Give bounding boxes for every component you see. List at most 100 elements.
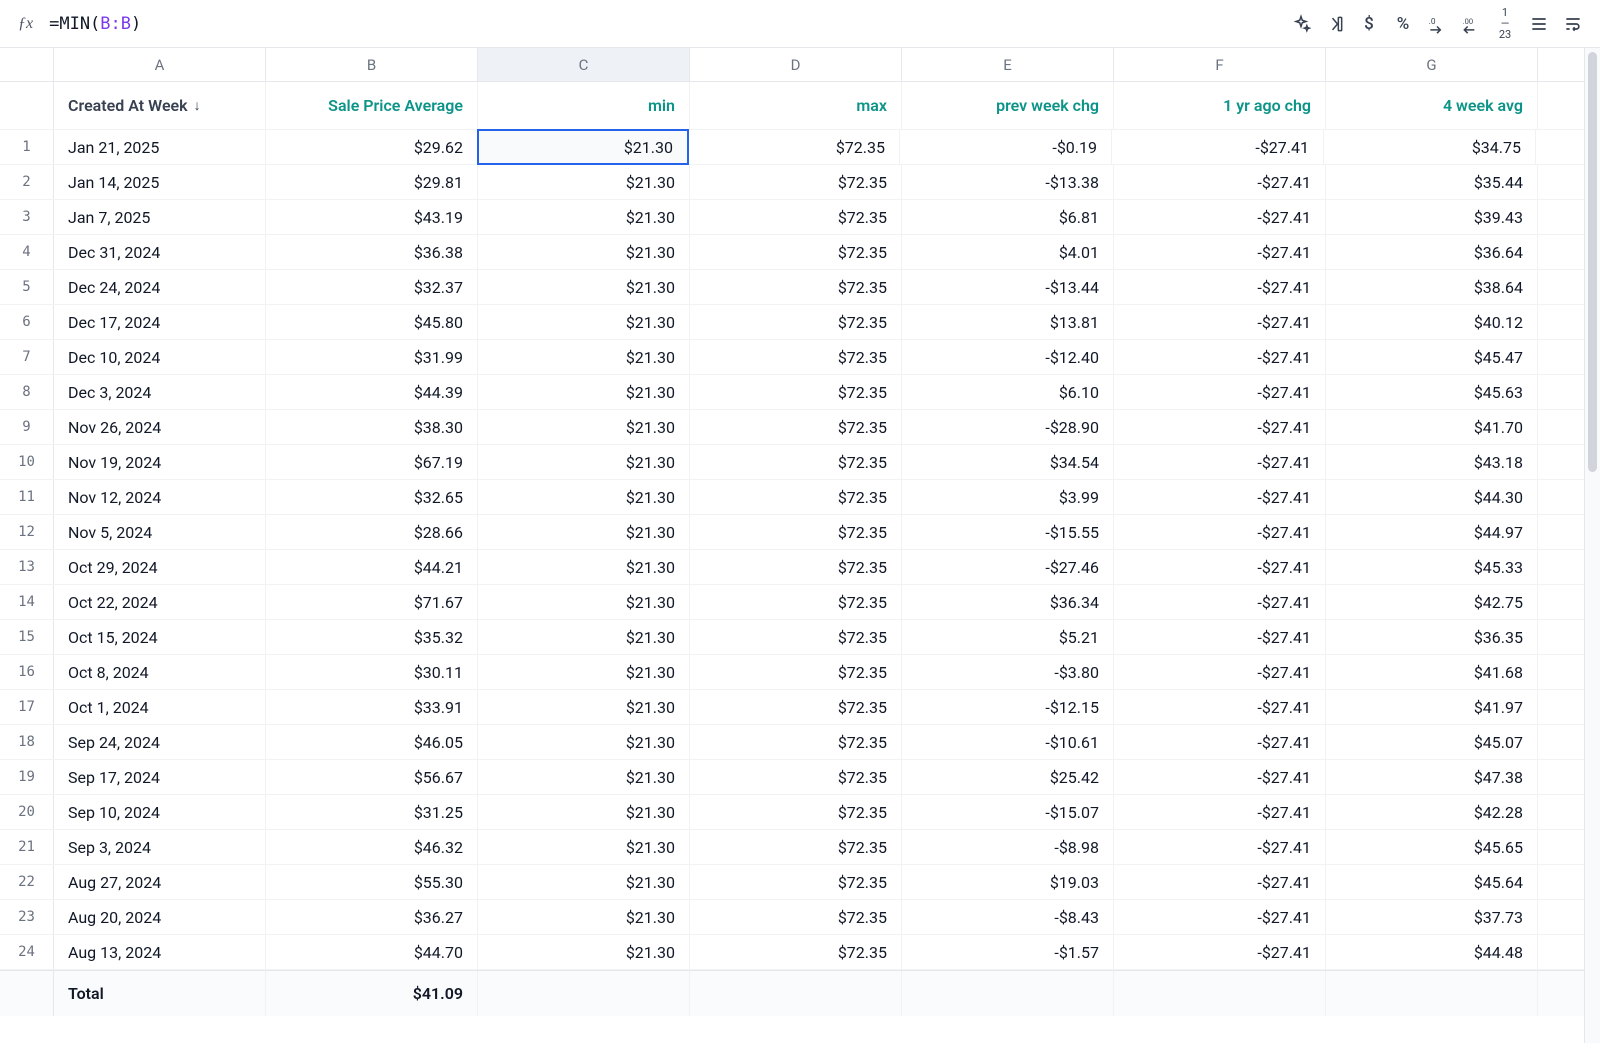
row-number[interactable]: 16 <box>0 655 54 689</box>
scrollbar-thumb[interactable] <box>1588 52 1597 472</box>
cell[interactable]: $56.67 <box>266 760 478 794</box>
row-number[interactable]: 22 <box>0 865 54 899</box>
cell[interactable]: Sep 17, 2024 <box>54 760 266 794</box>
cell[interactable]: -$8.43 <box>902 900 1114 934</box>
cell[interactable]: Dec 17, 2024 <box>54 305 266 339</box>
cell[interactable]: $28.66 <box>266 515 478 549</box>
cell[interactable]: -$27.41 <box>1114 480 1326 514</box>
field-header[interactable]: Sale Price Average <box>266 82 478 129</box>
cell[interactable]: $38.30 <box>266 410 478 444</box>
cell[interactable]: -$27.46 <box>902 550 1114 584</box>
cell[interactable]: $72.35 <box>690 655 902 689</box>
cell[interactable]: $72.35 <box>690 270 902 304</box>
cell[interactable]: -$0.19 <box>900 130 1112 164</box>
cell[interactable]: $21.30 <box>478 550 690 584</box>
cell[interactable]: $39.43 <box>1326 200 1538 234</box>
percent-icon[interactable]: % <box>1392 13 1414 35</box>
row-number[interactable]: 7 <box>0 340 54 374</box>
cell[interactable]: $38.64 <box>1326 270 1538 304</box>
total-cell[interactable] <box>1114 971 1326 1016</box>
cell[interactable]: -$15.55 <box>902 515 1114 549</box>
cell[interactable]: $21.30 <box>478 620 690 654</box>
cell[interactable]: -$10.61 <box>902 725 1114 759</box>
cell[interactable]: $31.25 <box>266 795 478 829</box>
column-header-F[interactable]: F <box>1114 48 1326 81</box>
cell[interactable]: -$27.41 <box>1114 690 1326 724</box>
cell[interactable]: $72.35 <box>690 865 902 899</box>
vertical-scrollbar[interactable] <box>1584 48 1600 1043</box>
cell[interactable]: $21.30 <box>478 585 690 619</box>
cell[interactable]: $33.91 <box>266 690 478 724</box>
cell[interactable]: Dec 10, 2024 <box>54 340 266 374</box>
row-number[interactable]: 4 <box>0 235 54 269</box>
row-number[interactable]: 17 <box>0 690 54 724</box>
row-number[interactable]: 8 <box>0 375 54 409</box>
cell[interactable]: -$13.44 <box>902 270 1114 304</box>
cell[interactable]: $45.65 <box>1326 830 1538 864</box>
formula-input[interactable]: =MIN(B:B) <box>43 14 141 34</box>
cell[interactable]: Sep 24, 2024 <box>54 725 266 759</box>
insert-right-icon[interactable] <box>1324 13 1346 35</box>
cell[interactable]: Nov 19, 2024 <box>54 445 266 479</box>
cell[interactable]: -$27.41 <box>1114 340 1326 374</box>
cell[interactable]: $42.75 <box>1326 585 1538 619</box>
cell[interactable]: $72.35 <box>690 410 902 444</box>
cell[interactable]: $21.30 <box>478 865 690 899</box>
cell[interactable]: $45.80 <box>266 305 478 339</box>
cell[interactable]: Nov 12, 2024 <box>54 480 266 514</box>
cell[interactable]: $21.30 <box>478 235 690 269</box>
cell[interactable]: $21.30 <box>478 270 690 304</box>
cell[interactable]: -$27.41 <box>1114 235 1326 269</box>
fraction-icon[interactable]: 1—23 <box>1494 13 1516 35</box>
cell[interactable]: -$12.40 <box>902 340 1114 374</box>
cell[interactable]: $36.35 <box>1326 620 1538 654</box>
cell[interactable]: -$27.41 <box>1114 445 1326 479</box>
cell[interactable]: $37.73 <box>1326 900 1538 934</box>
cell[interactable]: $19.03 <box>902 865 1114 899</box>
cell[interactable]: -$27.41 <box>1112 130 1324 164</box>
cell[interactable]: $21.30 <box>478 445 690 479</box>
cell[interactable]: Aug 13, 2024 <box>54 935 266 969</box>
cell[interactable]: $21.30 <box>478 165 690 199</box>
cell[interactable]: -$27.41 <box>1114 200 1326 234</box>
cell[interactable]: $21.30 <box>478 340 690 374</box>
cell[interactable]: $45.33 <box>1326 550 1538 584</box>
cell[interactable]: Dec 3, 2024 <box>54 375 266 409</box>
row-number[interactable]: 13 <box>0 550 54 584</box>
cell[interactable]: $72.35 <box>690 830 902 864</box>
cell[interactable]: $21.30 <box>477 129 689 165</box>
cell[interactable]: $67.19 <box>266 445 478 479</box>
cell[interactable]: $21.30 <box>478 725 690 759</box>
row-number[interactable]: 21 <box>0 830 54 864</box>
cell[interactable]: $72.35 <box>690 480 902 514</box>
cell[interactable]: $43.18 <box>1326 445 1538 479</box>
cell[interactable]: Oct 22, 2024 <box>54 585 266 619</box>
cell[interactable]: $36.38 <box>266 235 478 269</box>
cell[interactable]: -$27.41 <box>1114 725 1326 759</box>
cell[interactable]: $42.28 <box>1326 795 1538 829</box>
cell[interactable]: $71.67 <box>266 585 478 619</box>
cell[interactable]: $44.21 <box>266 550 478 584</box>
cell[interactable]: $21.30 <box>478 480 690 514</box>
select-all-corner[interactable] <box>0 48 54 81</box>
cell[interactable]: $72.35 <box>690 760 902 794</box>
cell[interactable]: -$3.80 <box>902 655 1114 689</box>
cell[interactable]: $34.75 <box>1324 130 1536 164</box>
cell[interactable]: $31.99 <box>266 340 478 374</box>
cell[interactable]: $36.64 <box>1326 235 1538 269</box>
cell[interactable]: $41.97 <box>1326 690 1538 724</box>
cell[interactable]: $32.37 <box>266 270 478 304</box>
cell[interactable]: $5.21 <box>902 620 1114 654</box>
row-number[interactable]: 14 <box>0 585 54 619</box>
cell[interactable]: -$27.41 <box>1114 900 1326 934</box>
cell[interactable]: $6.81 <box>902 200 1114 234</box>
cell[interactable]: $44.30 <box>1326 480 1538 514</box>
cell[interactable]: Jan 21, 2025 <box>54 130 266 164</box>
cell[interactable]: $55.30 <box>266 865 478 899</box>
cell[interactable]: Aug 20, 2024 <box>54 900 266 934</box>
cell[interactable]: -$1.57 <box>902 935 1114 969</box>
row-number[interactable]: 6 <box>0 305 54 339</box>
cell[interactable]: $45.07 <box>1326 725 1538 759</box>
cell[interactable]: Oct 29, 2024 <box>54 550 266 584</box>
cell[interactable]: $30.11 <box>266 655 478 689</box>
